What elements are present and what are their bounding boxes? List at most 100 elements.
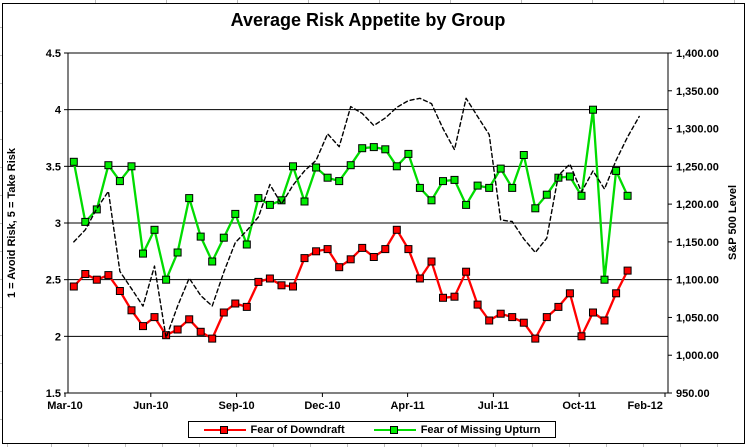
- data-point-marker: [612, 166, 621, 175]
- y-right-tick-label: 1,050.00: [676, 312, 719, 324]
- data-point-marker: [323, 245, 332, 254]
- data-point-marker: [104, 271, 113, 280]
- data-point-marker: [185, 315, 194, 324]
- data-point-marker: [450, 292, 459, 301]
- data-point-marker: [265, 274, 274, 283]
- series-fear-of-missing-upturn[interactable]: [69, 105, 632, 284]
- spreadsheet-cell-gridlines-bottom: [0, 443, 747, 447]
- y-left-tick-label: 2: [55, 331, 61, 343]
- data-point-marker: [81, 270, 90, 278]
- data-point-marker: [369, 253, 378, 261]
- y-left-ticks: 4.5 4 3.5 3 2.5 2 1.5: [46, 48, 68, 400]
- data-point-marker: [92, 205, 101, 214]
- data-point-marker: [565, 172, 574, 181]
- data-point-marker: [242, 302, 251, 311]
- data-point-marker: [335, 263, 344, 272]
- data-point-marker: [462, 200, 471, 209]
- data-point-marker: [139, 322, 147, 331]
- data-point-marker: [289, 162, 297, 171]
- data-point-marker: [115, 177, 124, 186]
- y-right-tick-label: 1,350.00: [676, 86, 719, 98]
- data-point-marker: [231, 209, 240, 218]
- x-tick-label: Mar-10: [47, 400, 82, 412]
- data-point-marker: [323, 173, 332, 182]
- data-point-marker: [439, 293, 447, 302]
- data-point-marker: [542, 190, 551, 199]
- data-point-marker: [485, 316, 494, 325]
- data-point-marker: [577, 191, 586, 200]
- data-point-marker: [589, 308, 597, 317]
- y-right-tick-label: 1,400.00: [676, 48, 719, 60]
- data-point-marker: [565, 289, 574, 298]
- y-right-tick-label: 1,100.00: [676, 275, 719, 287]
- x-ticks: Mar-10 Jun-10 Sep-10 Dec-10 Apr-11 Jul-11 Oct-…: [47, 393, 666, 412]
- data-point-marker: [81, 217, 90, 226]
- data-point-marker: [600, 275, 609, 284]
- spreadsheet-cell-gridlines-top: [0, 0, 747, 3]
- data-point-marker: [381, 245, 390, 254]
- x-tick-label: Feb-12: [627, 400, 662, 412]
- data-point-marker: [265, 200, 274, 209]
- data-point-marker: [473, 300, 482, 309]
- data-point-marker: [381, 145, 390, 154]
- data-point-marker: [623, 191, 632, 200]
- series-fear-of-downdraft[interactable]: [69, 225, 632, 343]
- data-point-marker: [427, 196, 436, 205]
- data-point-marker: [358, 243, 367, 252]
- data-point-marker: [127, 162, 136, 171]
- legend[interactable]: Fear of Downdraft Fear of Missing Upturn: [188, 421, 556, 438]
- data-point-marker: [219, 308, 228, 317]
- data-point-marker: [600, 316, 609, 325]
- data-point-marker: [415, 274, 424, 283]
- data-point-marker: [427, 257, 436, 266]
- data-point-marker: [577, 332, 586, 341]
- series-line: [72, 228, 629, 340]
- y-right-tick-label: 1,000.00: [676, 350, 719, 362]
- y-left-tick-label: 3.5: [46, 161, 61, 173]
- data-point-marker: [300, 254, 309, 263]
- data-point-marker: [185, 194, 194, 203]
- data-point-marker: [115, 287, 124, 295]
- data-point-marker: [508, 183, 517, 192]
- data-point-marker: [104, 161, 113, 170]
- x-tick-label: Jun-10: [133, 400, 168, 412]
- chart-title: Average Risk Appetite by Group: [230, 10, 506, 30]
- data-point-marker: [519, 151, 528, 159]
- data-point-marker: [554, 302, 563, 311]
- data-point-marker: [450, 175, 459, 184]
- data-point-marker: [415, 183, 424, 192]
- data-point-marker: [358, 144, 367, 153]
- y-right-tick-label: 1,300.00: [676, 124, 719, 136]
- data-point-marker: [150, 313, 159, 322]
- data-point-marker: [162, 275, 171, 284]
- y-right-tick-label: 1,150.00: [676, 237, 719, 249]
- data-point-marker: [69, 157, 78, 166]
- data-point-marker: [196, 327, 205, 336]
- series-s-p-500-level[interactable]: [73, 97, 640, 339]
- data-point-marker: [589, 105, 597, 114]
- data-point-marker: [485, 183, 494, 192]
- data-point-marker: [496, 164, 505, 173]
- data-point-marker: [242, 240, 251, 249]
- legend-item-fear-of-missing-upturn[interactable]: Fear of Missing Upturn: [373, 424, 540, 436]
- series-line: [73, 97, 640, 339]
- data-point-marker: [519, 318, 528, 327]
- data-point-marker: [312, 163, 321, 172]
- data-point-marker: [612, 289, 621, 298]
- y-left-tick-label: 4: [55, 105, 62, 117]
- gridlines: [68, 52, 668, 337]
- data-point-marker: [404, 245, 413, 254]
- data-point-marker: [300, 197, 309, 206]
- data-point-marker: [127, 306, 136, 315]
- y-right-tick-label: 1,250.00: [676, 161, 719, 173]
- x-tick-label: Sep-10: [219, 400, 255, 412]
- y-left-tick-label: 1.5: [46, 388, 61, 400]
- data-point-marker: [531, 334, 540, 343]
- y-left-tick-label: 3: [55, 218, 61, 230]
- x-tick-label: Apr-11: [390, 400, 424, 412]
- data-point-marker: [623, 266, 632, 275]
- legend-item-fear-of-downdraft[interactable]: Fear of Downdraft: [203, 424, 345, 436]
- data-point-marker: [404, 149, 413, 158]
